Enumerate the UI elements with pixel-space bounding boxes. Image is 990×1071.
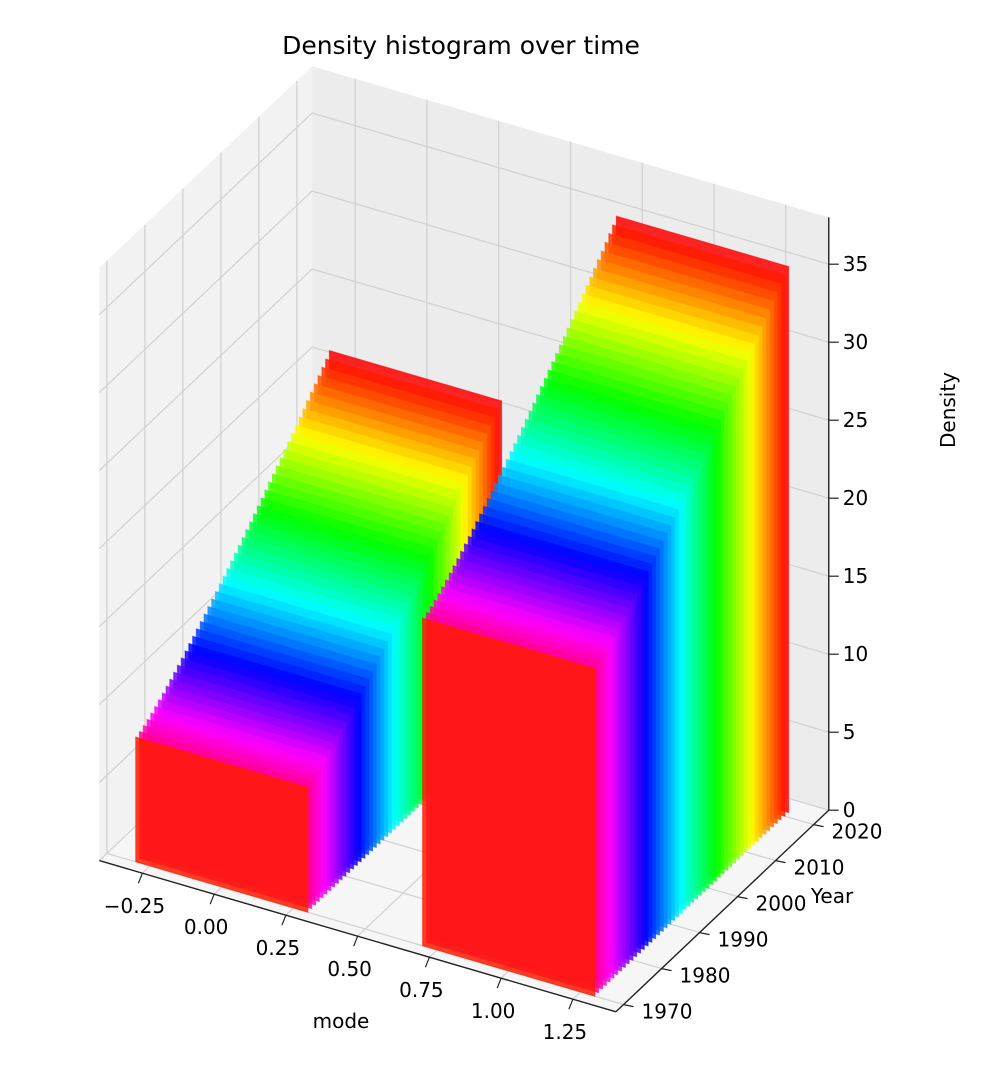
- y-tick: [775, 860, 786, 864]
- z-tick-label: 10: [843, 642, 868, 666]
- y-tick: [813, 824, 824, 828]
- x-axis-line: [99, 859, 617, 1013]
- axis-lines: [99, 217, 830, 1013]
- x-axis-label: mode: [313, 1009, 370, 1033]
- bar-x0-1970: [135, 736, 309, 913]
- y-tick: [699, 932, 710, 936]
- x-tick-label: 0.75: [399, 978, 444, 1002]
- y-tick-label: 1980: [680, 964, 731, 988]
- y-tick: [737, 896, 748, 900]
- z-tick-label: 15: [843, 564, 868, 588]
- x-tick: [353, 935, 359, 947]
- x-tick-label: −0.25: [104, 894, 165, 918]
- y-tick: [661, 968, 672, 972]
- z-tick-label: 35: [843, 252, 868, 276]
- y-tick-label: 2000: [756, 892, 807, 916]
- z-tick-label: 0: [843, 798, 856, 822]
- histogram-bars: [135, 215, 790, 997]
- y-tick: [623, 1004, 634, 1008]
- x-tick-labels: −0.25 0.00 0.25 0.50 0.75 1.00 1.25: [104, 872, 588, 1044]
- x-tick-label: 0.00: [184, 915, 229, 939]
- x-tick: [424, 956, 430, 968]
- gridline: [98, 112, 829, 316]
- x-tick: [281, 914, 287, 926]
- chart-title: Density histogram over time: [282, 31, 640, 60]
- y-tick-labels: 1970 1980 1990 2000 2010 2020: [623, 820, 883, 1024]
- z-tick-label: 20: [843, 486, 868, 510]
- y-tick-label: 2020: [832, 820, 883, 844]
- x-tick: [137, 872, 143, 884]
- y-axis-label: Year: [810, 884, 854, 908]
- z-tick-label: 5: [843, 720, 856, 744]
- x-tick: [209, 893, 215, 905]
- z-axis-label: Density: [936, 372, 960, 448]
- y-tick-label: 2010: [794, 856, 845, 880]
- x-tick-label: 0.25: [256, 936, 301, 960]
- y-tick-label: 1990: [718, 928, 769, 952]
- y-tick-label: 1970: [642, 1000, 693, 1024]
- x-tick: [568, 998, 574, 1010]
- bar-x1-1970: [422, 617, 596, 997]
- x-tick: [496, 977, 502, 989]
- z-tick-label: 30: [843, 330, 868, 354]
- x-tick-label: 1.25: [543, 1020, 588, 1044]
- z-tick-label: 25: [843, 408, 868, 432]
- x-tick-label: 1.00: [471, 999, 516, 1023]
- x-tick-label: 0.50: [327, 957, 372, 981]
- y-axis-line: [615, 809, 830, 1013]
- z-tick-labels: 0 5 10 15 20 25 30 35: [828, 252, 868, 822]
